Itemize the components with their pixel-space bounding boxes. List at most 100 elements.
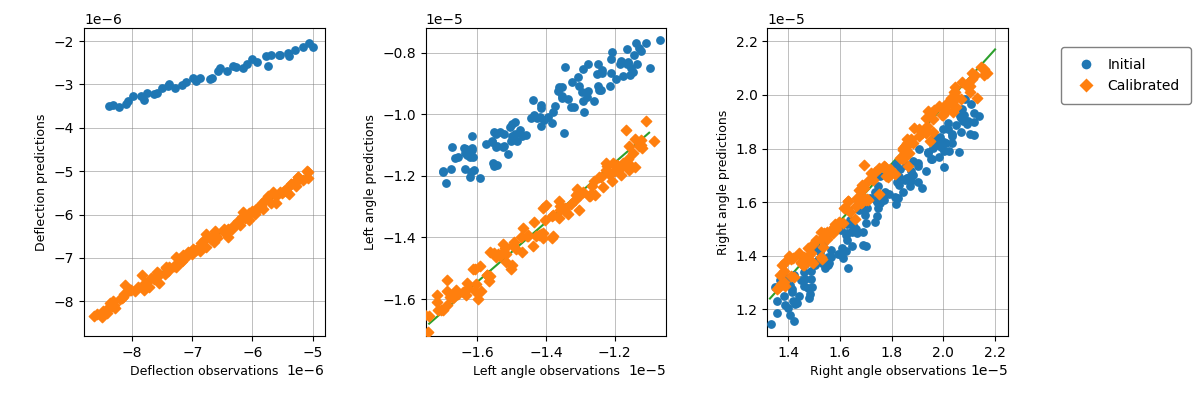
Point — [548, 88, 568, 94]
Point — [457, 280, 476, 286]
Point — [464, 287, 484, 294]
Point — [242, 207, 262, 214]
Point — [569, 206, 588, 213]
Point — [908, 163, 928, 170]
Point — [166, 84, 185, 91]
Point — [620, 72, 640, 78]
Point — [264, 189, 283, 195]
Point — [493, 241, 512, 247]
Point — [533, 205, 552, 211]
Point — [815, 230, 834, 236]
Point — [578, 61, 598, 68]
Point — [961, 83, 980, 89]
Point — [895, 142, 914, 149]
Point — [898, 149, 917, 155]
Point — [215, 226, 234, 232]
Point — [943, 131, 962, 137]
Point — [203, 75, 222, 81]
Point — [889, 174, 908, 180]
Point — [298, 174, 317, 181]
Point — [820, 260, 839, 267]
Point — [510, 126, 529, 133]
Point — [961, 131, 980, 137]
Point — [774, 279, 793, 285]
Point — [919, 150, 938, 156]
Point — [851, 188, 870, 195]
Point — [232, 214, 251, 220]
Point — [601, 70, 620, 76]
Point — [502, 262, 521, 268]
Point — [774, 268, 793, 274]
Point — [532, 104, 551, 111]
Point — [251, 203, 270, 209]
Point — [775, 302, 794, 308]
Point — [612, 162, 631, 169]
Point — [838, 220, 857, 227]
Point — [173, 82, 192, 88]
Point — [935, 148, 954, 154]
Point — [216, 230, 235, 236]
Point — [908, 160, 928, 166]
Point — [545, 103, 564, 109]
Point — [964, 119, 983, 126]
Point — [266, 200, 286, 206]
Point — [493, 144, 512, 150]
Point — [226, 64, 245, 70]
Point — [203, 233, 222, 239]
Point — [575, 109, 594, 116]
Point — [448, 290, 467, 297]
Point — [955, 95, 974, 102]
Point — [278, 49, 298, 56]
Point — [266, 193, 286, 199]
Point — [803, 284, 822, 290]
Point — [768, 286, 787, 292]
Point — [443, 143, 462, 150]
Point — [794, 254, 814, 260]
Point — [936, 140, 955, 147]
Point — [650, 37, 670, 44]
Point — [88, 311, 107, 317]
Point — [895, 155, 914, 161]
Point — [132, 284, 151, 290]
Point — [604, 168, 623, 174]
Point — [786, 300, 805, 307]
Point — [826, 221, 845, 227]
Point — [542, 235, 562, 242]
Point — [866, 219, 886, 225]
Point — [619, 167, 638, 174]
Point — [456, 166, 475, 172]
Point — [925, 134, 944, 140]
Point — [961, 88, 980, 95]
Point — [827, 226, 846, 232]
Point — [440, 294, 460, 300]
Point — [892, 154, 911, 160]
Point — [814, 244, 833, 250]
Point — [523, 243, 542, 249]
Point — [953, 118, 972, 125]
X-axis label: Deflection observations: Deflection observations — [130, 365, 278, 378]
Point — [624, 52, 643, 58]
Point — [858, 205, 877, 212]
Point — [942, 140, 961, 146]
Point — [556, 64, 575, 70]
Point — [610, 165, 629, 171]
Point — [810, 257, 829, 264]
Point — [462, 147, 481, 153]
Point — [97, 310, 116, 316]
Point — [853, 241, 872, 248]
Point — [932, 112, 952, 118]
Point — [889, 182, 908, 188]
Point — [794, 283, 814, 290]
Point — [959, 80, 978, 86]
Point — [98, 304, 118, 311]
Point — [157, 264, 176, 270]
Point — [791, 276, 810, 283]
Point — [539, 114, 558, 121]
Point — [767, 298, 786, 304]
Point — [917, 115, 936, 121]
Point — [437, 288, 456, 294]
Point — [228, 218, 247, 224]
Point — [200, 76, 220, 82]
Point — [898, 140, 917, 147]
Point — [568, 186, 587, 192]
